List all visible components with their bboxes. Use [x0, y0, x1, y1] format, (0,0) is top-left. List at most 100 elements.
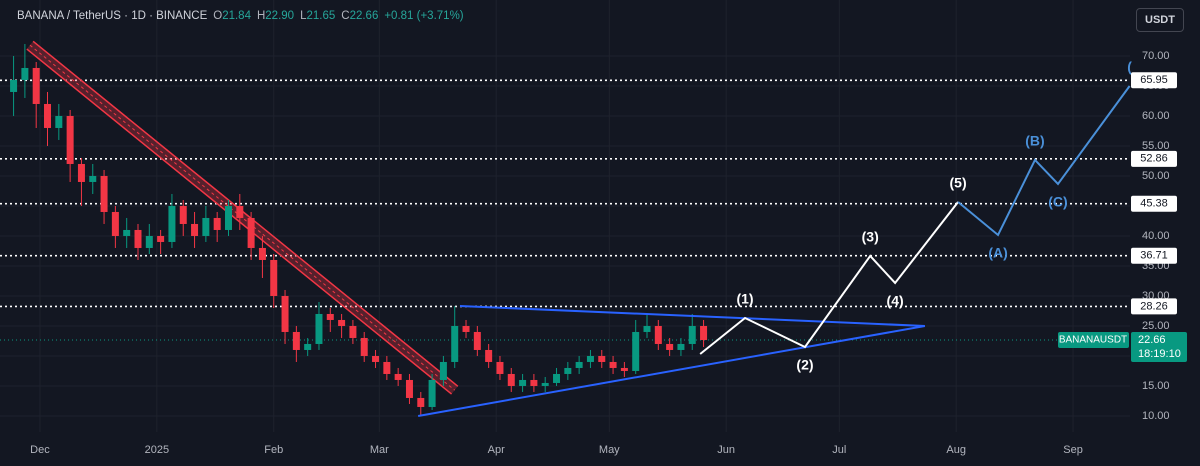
candle-body	[451, 325, 459, 362]
level-label: 36.71	[1140, 250, 1168, 262]
ohlc-key: C	[341, 10, 350, 22]
candle-body	[66, 115, 74, 164]
triangle-line	[459, 305, 925, 327]
wave-path	[957, 85, 1131, 237]
candle-body	[439, 361, 447, 380]
ohlc-item: L21.65	[300, 10, 335, 22]
candle-body	[326, 313, 334, 320]
x-tick-label: Dec	[30, 444, 50, 456]
candle-body	[507, 373, 515, 386]
wave-path	[699, 201, 959, 355]
symbol-tag: BANANAUSDT	[1059, 335, 1127, 346]
candle-body	[632, 331, 640, 371]
wave-label: (C)	[1048, 194, 1067, 210]
candle-body	[677, 343, 685, 350]
level-tag	[1131, 195, 1177, 212]
channel-edge	[32, 40, 459, 387]
ohlc-item: O21.84	[213, 10, 251, 22]
candle-body	[575, 361, 583, 368]
level-label: 65.95	[1140, 74, 1168, 86]
x-tick-label: Jul	[832, 444, 846, 456]
ohlc-key: O	[213, 10, 223, 22]
candle-body	[462, 325, 470, 332]
candle-body	[10, 79, 18, 92]
candle-body	[496, 361, 504, 374]
x-tick-label: May	[599, 444, 620, 456]
candle-body	[179, 205, 187, 224]
y-tick-label: 50.00	[1142, 170, 1170, 182]
x-tick-label: 2025	[145, 444, 169, 456]
candle-body	[315, 313, 323, 344]
candle-body	[202, 217, 210, 236]
candle-body	[541, 382, 549, 386]
candle-body	[564, 367, 572, 374]
x-tick-label: Sep	[1063, 444, 1083, 456]
candle-body	[473, 331, 481, 350]
candle-body	[530, 379, 538, 386]
candle-body	[700, 325, 708, 341]
x-tick-label: Apr	[488, 444, 505, 456]
currency-button[interactable]: USDT	[1136, 8, 1184, 32]
wave-label: (1)	[736, 291, 753, 307]
ohlc-item: C22.66	[341, 10, 378, 22]
candle-body	[666, 343, 674, 350]
triangle-line	[417, 324, 926, 417]
candle-body	[21, 67, 29, 80]
y-tick-label: 25.00	[1142, 320, 1170, 332]
price-tag-box	[1131, 332, 1187, 363]
candle-body	[32, 67, 40, 104]
x-tick-label: Jun	[717, 444, 735, 456]
candle-body	[620, 367, 628, 371]
candle-body	[383, 361, 391, 374]
candle-body	[100, 175, 108, 212]
level-tag	[1131, 247, 1177, 264]
candle-body	[247, 217, 255, 248]
price-tag: 22.66	[1138, 334, 1166, 346]
symbol-tag-box	[1058, 332, 1129, 349]
candle-body	[553, 373, 561, 383]
candle-body	[485, 349, 493, 362]
candle-body	[372, 355, 380, 362]
candle-body	[168, 205, 176, 242]
candle-body	[349, 325, 357, 338]
wave-label: (3)	[862, 229, 879, 245]
ohlc-value: 22.66	[349, 10, 379, 22]
candle-body	[281, 295, 289, 332]
y-tick-label: 10.00	[1142, 410, 1170, 422]
candle-body	[519, 379, 527, 386]
x-tick-label: Aug	[946, 444, 966, 456]
y-tick-label: 60.00	[1142, 110, 1170, 122]
candle-body	[428, 379, 436, 407]
candle-body	[224, 205, 232, 230]
candle-body	[111, 211, 119, 236]
candle-body	[586, 355, 594, 362]
candle-body	[236, 205, 244, 218]
candle-body	[609, 361, 617, 368]
candle-body	[123, 229, 131, 236]
candle-body	[405, 379, 413, 398]
candle-body	[89, 175, 97, 182]
candle-body	[417, 397, 425, 407]
symbol-title: BANANA / TetherUS · 1D · BINANCE	[17, 10, 208, 22]
candle-body	[145, 235, 153, 248]
candle-body	[44, 103, 52, 128]
candle-body	[654, 325, 662, 344]
wave-label: (2)	[796, 357, 813, 373]
candle-body	[157, 235, 165, 242]
wave-label: (B)	[1025, 133, 1044, 149]
ohlc-value: 21.65	[306, 10, 336, 22]
ohlc-value: 21.84	[222, 10, 251, 22]
candle-body	[191, 223, 199, 236]
level-label: 52.86	[1140, 153, 1168, 165]
y-tick-label: 40.00	[1142, 230, 1170, 242]
wave-label: (5)	[950, 175, 967, 191]
candle-body	[213, 217, 221, 230]
channel-edge	[26, 48, 453, 395]
y-tick-label: 55.00	[1142, 140, 1170, 152]
ohlc-key: H	[256, 10, 266, 22]
level-tag	[1131, 150, 1177, 167]
level-label: 28.26	[1140, 300, 1168, 312]
candle-body	[134, 229, 142, 248]
candle-body	[292, 331, 300, 350]
